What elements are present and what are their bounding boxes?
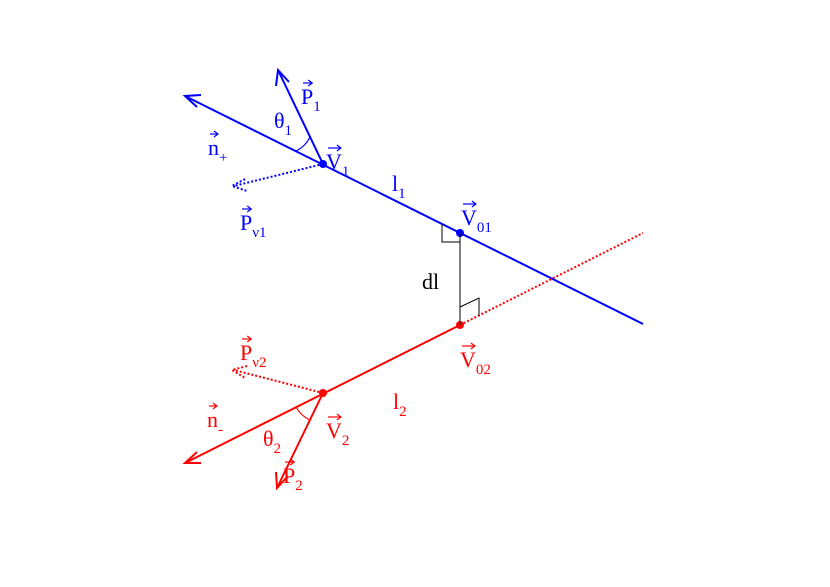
angle-arc — [295, 406, 311, 421]
label: n- — [207, 407, 223, 438]
label-text: θ — [274, 108, 285, 133]
angle-arc — [295, 136, 311, 152]
label-sub: ν1 — [252, 225, 266, 241]
arrowhead — [229, 365, 248, 379]
momentum-1 — [277, 69, 324, 165]
label: θ1 — [274, 108, 292, 139]
label-text: dl — [422, 269, 439, 294]
label: V2 — [326, 418, 349, 449]
label: θ2 — [263, 426, 281, 457]
right-angle — [459, 297, 480, 316]
right-angle — [441, 224, 460, 243]
label-text: P — [301, 84, 313, 109]
arrowhead — [182, 451, 201, 464]
label-sub: 2 — [399, 404, 407, 420]
label-text: P — [240, 340, 252, 365]
label-text: l — [392, 171, 398, 196]
label-sub: 1 — [285, 123, 293, 139]
label: dl — [422, 269, 439, 294]
label: P2 — [283, 463, 303, 494]
label-sub: 2 — [274, 441, 282, 457]
neutrino-2 — [233, 369, 324, 394]
label-sub: 1 — [313, 99, 321, 115]
label: P1 — [301, 84, 321, 115]
vector-arrow-head — [246, 335, 253, 343]
label-text: V — [326, 418, 342, 443]
arrowhead — [182, 94, 202, 108]
label-text: n — [207, 407, 218, 432]
line-1 — [184, 95, 644, 325]
arrowhead — [275, 67, 290, 87]
label: V02 — [460, 347, 491, 378]
label-sub: 2 — [295, 478, 303, 494]
label-text: θ — [263, 426, 274, 451]
vector-arrow-head — [246, 205, 253, 213]
neutrino-1 — [233, 163, 324, 187]
label-sub: ν2 — [252, 355, 266, 371]
label: Pν2 — [240, 340, 267, 371]
label-sub: 1 — [398, 186, 406, 202]
label: n+ — [208, 135, 227, 166]
blue-geometry — [182, 67, 644, 325]
label: l1 — [392, 171, 406, 202]
label-sub: 02 — [476, 362, 491, 378]
vertex-v1 — [319, 160, 327, 168]
vector-arrow-head — [212, 402, 218, 410]
label-text: V — [460, 347, 476, 372]
momentum-2 — [276, 392, 324, 489]
vector-arrow-head — [307, 79, 314, 87]
distance — [441, 224, 480, 325]
label: V1 — [326, 149, 349, 180]
red-geometry — [182, 232, 644, 491]
vector-arrow-head — [471, 200, 477, 208]
label-text: V — [461, 205, 477, 230]
label-sub: - — [218, 422, 223, 438]
label: l2 — [393, 389, 407, 420]
label-text: P — [240, 210, 252, 235]
vertex-v2 — [319, 389, 327, 397]
label-sub: 01 — [477, 220, 492, 236]
vector-arrow-head — [470, 342, 476, 350]
label-sub: 2 — [342, 433, 350, 449]
vector-arrow-head — [289, 458, 296, 466]
label: Pν1 — [240, 210, 267, 241]
label-sub: 1 — [342, 164, 350, 180]
vector-arrow-head — [336, 144, 342, 152]
label-text: l — [393, 389, 399, 414]
label: V01 — [461, 205, 492, 236]
arrowhead — [229, 178, 248, 192]
arrowhead — [275, 471, 289, 491]
label-text: V — [326, 149, 342, 174]
label-sub: + — [219, 150, 227, 166]
vector-arrow-head — [336, 413, 342, 421]
label-text: n — [208, 135, 219, 160]
label-text: P — [283, 463, 295, 488]
vector-arrow-head — [213, 130, 219, 138]
